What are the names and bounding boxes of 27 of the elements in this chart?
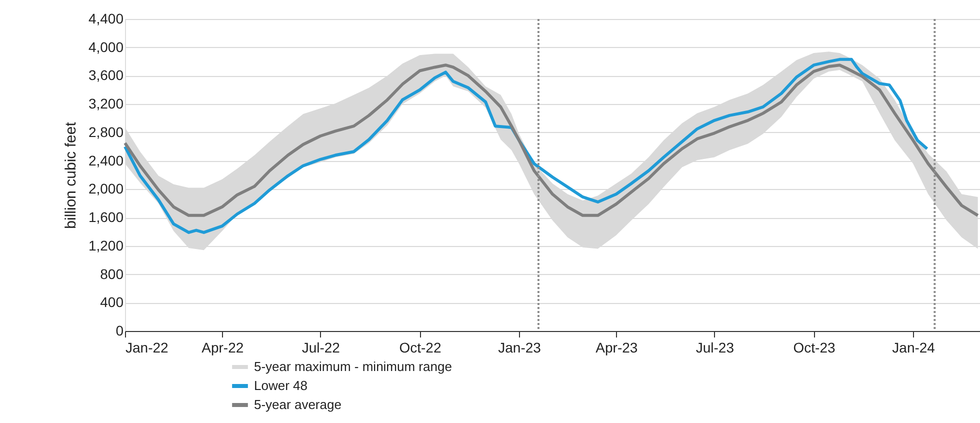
y-tick-label: 2,400 [88,152,124,168]
y-tick-label: 2,000 [88,180,124,197]
legend-label: 5-year average [254,397,342,412]
x-tick-label: Jan-24 [892,340,936,356]
y-tick-label: 2,800 [88,124,124,140]
x-tick-label: Jul-22 [302,340,340,356]
x-tick-label: Jul-23 [696,340,734,356]
y-tick-label: 0 [116,322,124,338]
y-axis-title: billion cubic feet [62,121,80,229]
x-tick-label: Jan-22 [126,340,169,356]
y-tick-label: 1,600 [88,209,124,226]
y-tick-label: 1,200 [88,237,124,254]
y-tick-label: 800 [100,266,124,282]
x-tick-label: Apr-23 [596,340,638,356]
x-tick-label: Oct-22 [399,340,442,356]
x-tick-label: Apr-22 [202,340,244,356]
x-tick-label: Oct-23 [793,340,836,356]
y-tick-label: 4,000 [88,38,124,55]
y-tick-label: 4,400 [88,10,124,26]
line-series [124,64,980,217]
y-tick-label: 3,600 [88,67,124,84]
x-tick-label: Jan-23 [498,340,542,356]
y-tick-label: 3,200 [88,96,124,112]
legend-label: 5-year maximum - minimum range [254,359,452,374]
y-tick-label: 400 [100,294,124,310]
legend-label: Lower 48 [254,378,308,393]
line-series [124,58,929,234]
